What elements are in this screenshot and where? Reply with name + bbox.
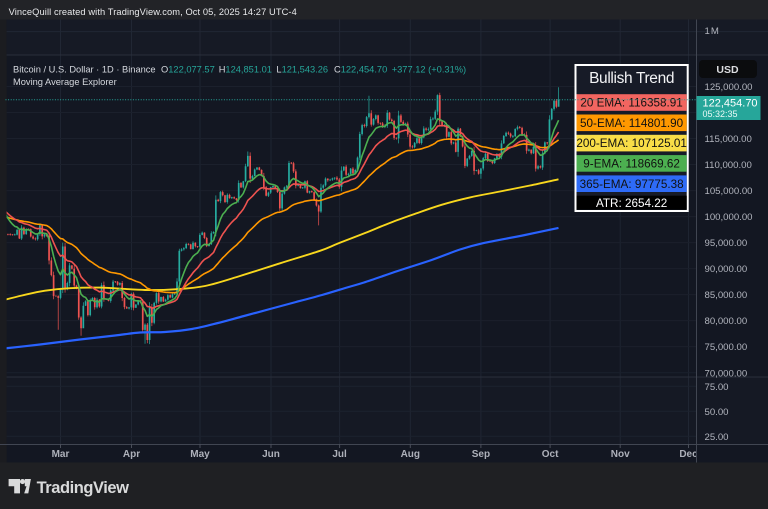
svg-text:Jul: Jul	[332, 449, 347, 460]
svg-text:365-EMA: 97775.38: 365-EMA: 97775.38	[580, 178, 684, 191]
svg-text:200-EMA: 107125.01: 200-EMA: 107125.01	[576, 137, 686, 150]
svg-text:125,000.00: 125,000.00	[705, 82, 753, 93]
svg-text:75.00: 75.00	[705, 382, 729, 393]
svg-text:85,000.00: 85,000.00	[705, 290, 748, 301]
svg-text:Dec: Dec	[679, 449, 698, 460]
svg-text:50-EMA: 114801.90: 50-EMA: 114801.90	[580, 117, 684, 130]
svg-text:Oct: Oct	[542, 449, 559, 460]
svg-text:75,000.00: 75,000.00	[705, 342, 748, 353]
svg-text:Sep: Sep	[472, 449, 490, 460]
svg-text:USD: USD	[716, 64, 739, 76]
svg-text:80,000.00: 80,000.00	[705, 316, 748, 327]
svg-text:25.00: 25.00	[705, 432, 729, 443]
svg-text:50.00: 50.00	[705, 407, 729, 418]
svg-text:May: May	[190, 449, 210, 460]
svg-text:95,000.00: 95,000.00	[705, 238, 748, 249]
svg-text:115,000.00: 115,000.00	[705, 134, 752, 145]
svg-text:70,000.00: 70,000.00	[705, 368, 748, 379]
svg-text:Bullish Trend: Bullish Trend	[589, 70, 674, 87]
svg-text:Mar: Mar	[52, 449, 70, 460]
svg-text:Aug: Aug	[401, 449, 420, 460]
svg-text:1M: 1M	[705, 26, 720, 37]
svg-text:ATR: 2654.22: ATR: 2654.22	[596, 197, 667, 210]
svg-text:05:32:35: 05:32:35	[703, 109, 738, 119]
svg-text:TradingView: TradingView	[37, 479, 130, 497]
svg-text:9-EMA: 118669.62: 9-EMA: 118669.62	[583, 158, 680, 171]
svg-text:20 EMA: 116358.91: 20 EMA: 116358.91	[580, 97, 682, 110]
svg-text:Bitcoin / U.S. Dollar · 1D · B: Bitcoin / U.S. Dollar · 1D · Binance O122…	[13, 65, 466, 75]
svg-text:Moving Average Explorer: Moving Average Explorer	[13, 77, 117, 87]
svg-text:Nov: Nov	[611, 449, 630, 460]
svg-text:100,000.00: 100,000.00	[705, 212, 753, 223]
svg-text:110,000.00: 110,000.00	[705, 160, 752, 171]
svg-text:105,000.00: 105,000.00	[705, 186, 753, 197]
svg-text:VinceQuill created with Tradin: VinceQuill created with TradingView.com,…	[9, 7, 297, 17]
svg-text:90,000.00: 90,000.00	[705, 264, 748, 275]
svg-text:Apr: Apr	[123, 449, 140, 460]
svg-text:122,454.70: 122,454.70	[703, 97, 758, 109]
svg-text:Jun: Jun	[262, 449, 280, 460]
